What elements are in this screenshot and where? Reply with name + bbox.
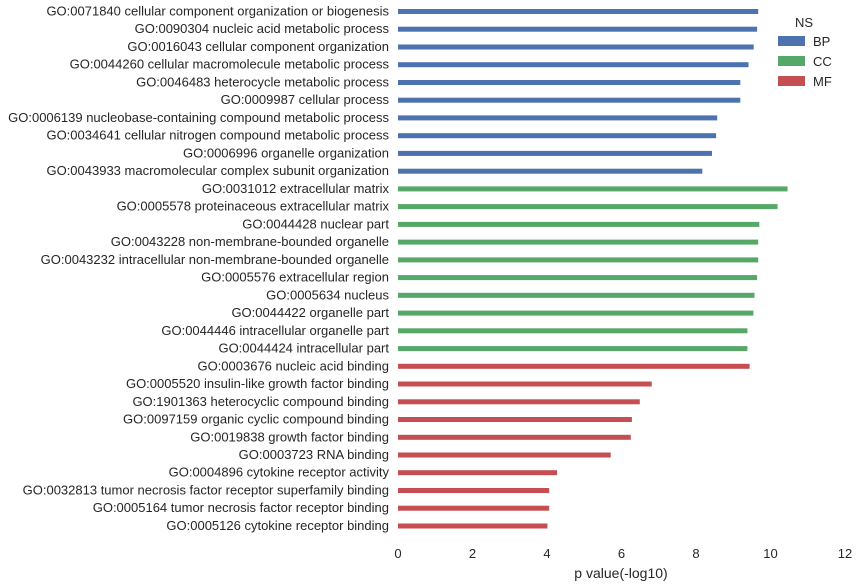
legend-label-bp: BP bbox=[813, 34, 830, 49]
category-label: GO:0005578 proteinaceous extracellular m… bbox=[117, 199, 390, 214]
bar-mf bbox=[398, 434, 631, 440]
bar-mf bbox=[398, 470, 558, 476]
category-label: GO:0071840 cellular component organizati… bbox=[46, 4, 389, 19]
category-labels: GO:0071840 cellular component organizati… bbox=[8, 4, 389, 534]
bar-cc bbox=[398, 204, 778, 210]
category-label: GO:0043232 intracellular non-membrane-bo… bbox=[41, 252, 389, 267]
bar-bp bbox=[398, 44, 754, 50]
bar-cc bbox=[398, 310, 754, 316]
category-label: GO:0034641 cellular nitrogen compound me… bbox=[46, 128, 389, 143]
category-label: GO:0005126 cytokine receptor binding bbox=[166, 518, 389, 533]
category-label: GO:0090304 nucleic acid metabolic proces… bbox=[135, 21, 390, 36]
x-tick-label: 4 bbox=[543, 546, 550, 561]
bar-bp bbox=[398, 9, 759, 14]
category-label: GO:0044260 cellular macromolecule metabo… bbox=[70, 57, 390, 72]
category-label: GO:0005576 extracellular region bbox=[201, 270, 389, 285]
bar-mf bbox=[398, 488, 550, 493]
category-label: GO:0043228 non-membrane-bounded organell… bbox=[111, 234, 389, 249]
legend-label-mf: MF bbox=[813, 74, 832, 89]
legend-label-cc: CC bbox=[813, 54, 832, 69]
bar-mf bbox=[398, 505, 550, 511]
bar-cc bbox=[398, 275, 758, 281]
category-label: GO:0004896 cytokine receptor activity bbox=[169, 465, 390, 480]
bar-bp bbox=[398, 150, 712, 156]
bar-mf bbox=[398, 381, 652, 387]
x-axis-ticks: 0 2 4 6 8 10 12 bbox=[394, 546, 852, 561]
x-tick-label: 2 bbox=[469, 546, 476, 561]
bar-cc bbox=[398, 292, 755, 298]
bar-mf bbox=[398, 452, 611, 458]
category-label: GO:0006996 organelle organization bbox=[183, 145, 389, 160]
bar-mf bbox=[398, 399, 640, 405]
category-label: GO:0097159 organic cyclic compound bindi… bbox=[123, 412, 389, 427]
bar-bp bbox=[398, 168, 703, 174]
category-label: GO:0044446 intracellular organelle part bbox=[161, 323, 389, 338]
x-tick-label: 6 bbox=[618, 546, 625, 561]
x-axis-label: p value(-log10) bbox=[574, 565, 667, 581]
category-label: GO:1901363 heterocyclic compound binding bbox=[132, 394, 389, 409]
bar-bp bbox=[398, 115, 718, 121]
category-label: GO:0019838 growth factor binding bbox=[190, 429, 389, 444]
legend-items: BP CC MF bbox=[778, 34, 832, 89]
category-label: GO:0032813 tumor necrosis factor recepto… bbox=[23, 483, 389, 498]
category-label: GO:0044422 organelle part bbox=[231, 305, 389, 320]
bar-bp bbox=[398, 80, 741, 85]
legend-title: NS bbox=[795, 15, 813, 30]
legend-swatch-mf bbox=[778, 76, 805, 86]
bar-cc bbox=[398, 328, 748, 334]
category-label: GO:0009987 cellular process bbox=[221, 92, 390, 107]
category-label: GO:0005520 insulin-like growth factor bi… bbox=[126, 376, 389, 391]
bars-layer bbox=[398, 9, 788, 529]
category-label: GO:0003723 RNA binding bbox=[239, 447, 389, 462]
bar-bp bbox=[398, 133, 717, 139]
bar-cc bbox=[398, 186, 788, 192]
bar-bp bbox=[398, 62, 749, 68]
legend-swatch-cc bbox=[778, 56, 805, 66]
x-tick-label: 0 bbox=[394, 546, 401, 561]
legend: NS BP CC MF bbox=[778, 15, 832, 89]
bar-bp bbox=[398, 97, 741, 103]
bar-cc bbox=[398, 257, 759, 263]
category-label: GO:0044424 intracellular part bbox=[218, 341, 389, 356]
x-tick-label: 10 bbox=[763, 546, 777, 561]
legend-swatch-bp bbox=[778, 36, 805, 46]
bar-mf bbox=[398, 417, 632, 422]
bar-mf bbox=[398, 363, 750, 369]
category-label: GO:0031012 extracellular matrix bbox=[202, 181, 390, 196]
category-label: GO:0005634 nucleus bbox=[266, 287, 389, 302]
bar-cc bbox=[398, 239, 759, 245]
bar-mf bbox=[398, 523, 548, 529]
category-label: GO:0006139 nucleobase-containing compoun… bbox=[8, 110, 389, 125]
bar-cc bbox=[398, 221, 760, 227]
category-label: GO:0043933 macromolecular complex subuni… bbox=[46, 163, 389, 178]
category-label: GO:0005164 tumor necrosis factor recepto… bbox=[93, 500, 389, 515]
category-label: GO:0016043 cellular component organizati… bbox=[127, 39, 389, 54]
category-label: GO:0044428 nuclear part bbox=[242, 216, 389, 231]
x-tick-label: 8 bbox=[692, 546, 699, 561]
category-label: GO:0046483 heterocycle metabolic process bbox=[136, 75, 389, 90]
x-tick-label: 12 bbox=[838, 546, 852, 561]
bar-cc bbox=[398, 346, 748, 352]
category-label: GO:0003676 nucleic acid binding bbox=[197, 358, 389, 373]
bar-bp bbox=[398, 26, 758, 32]
